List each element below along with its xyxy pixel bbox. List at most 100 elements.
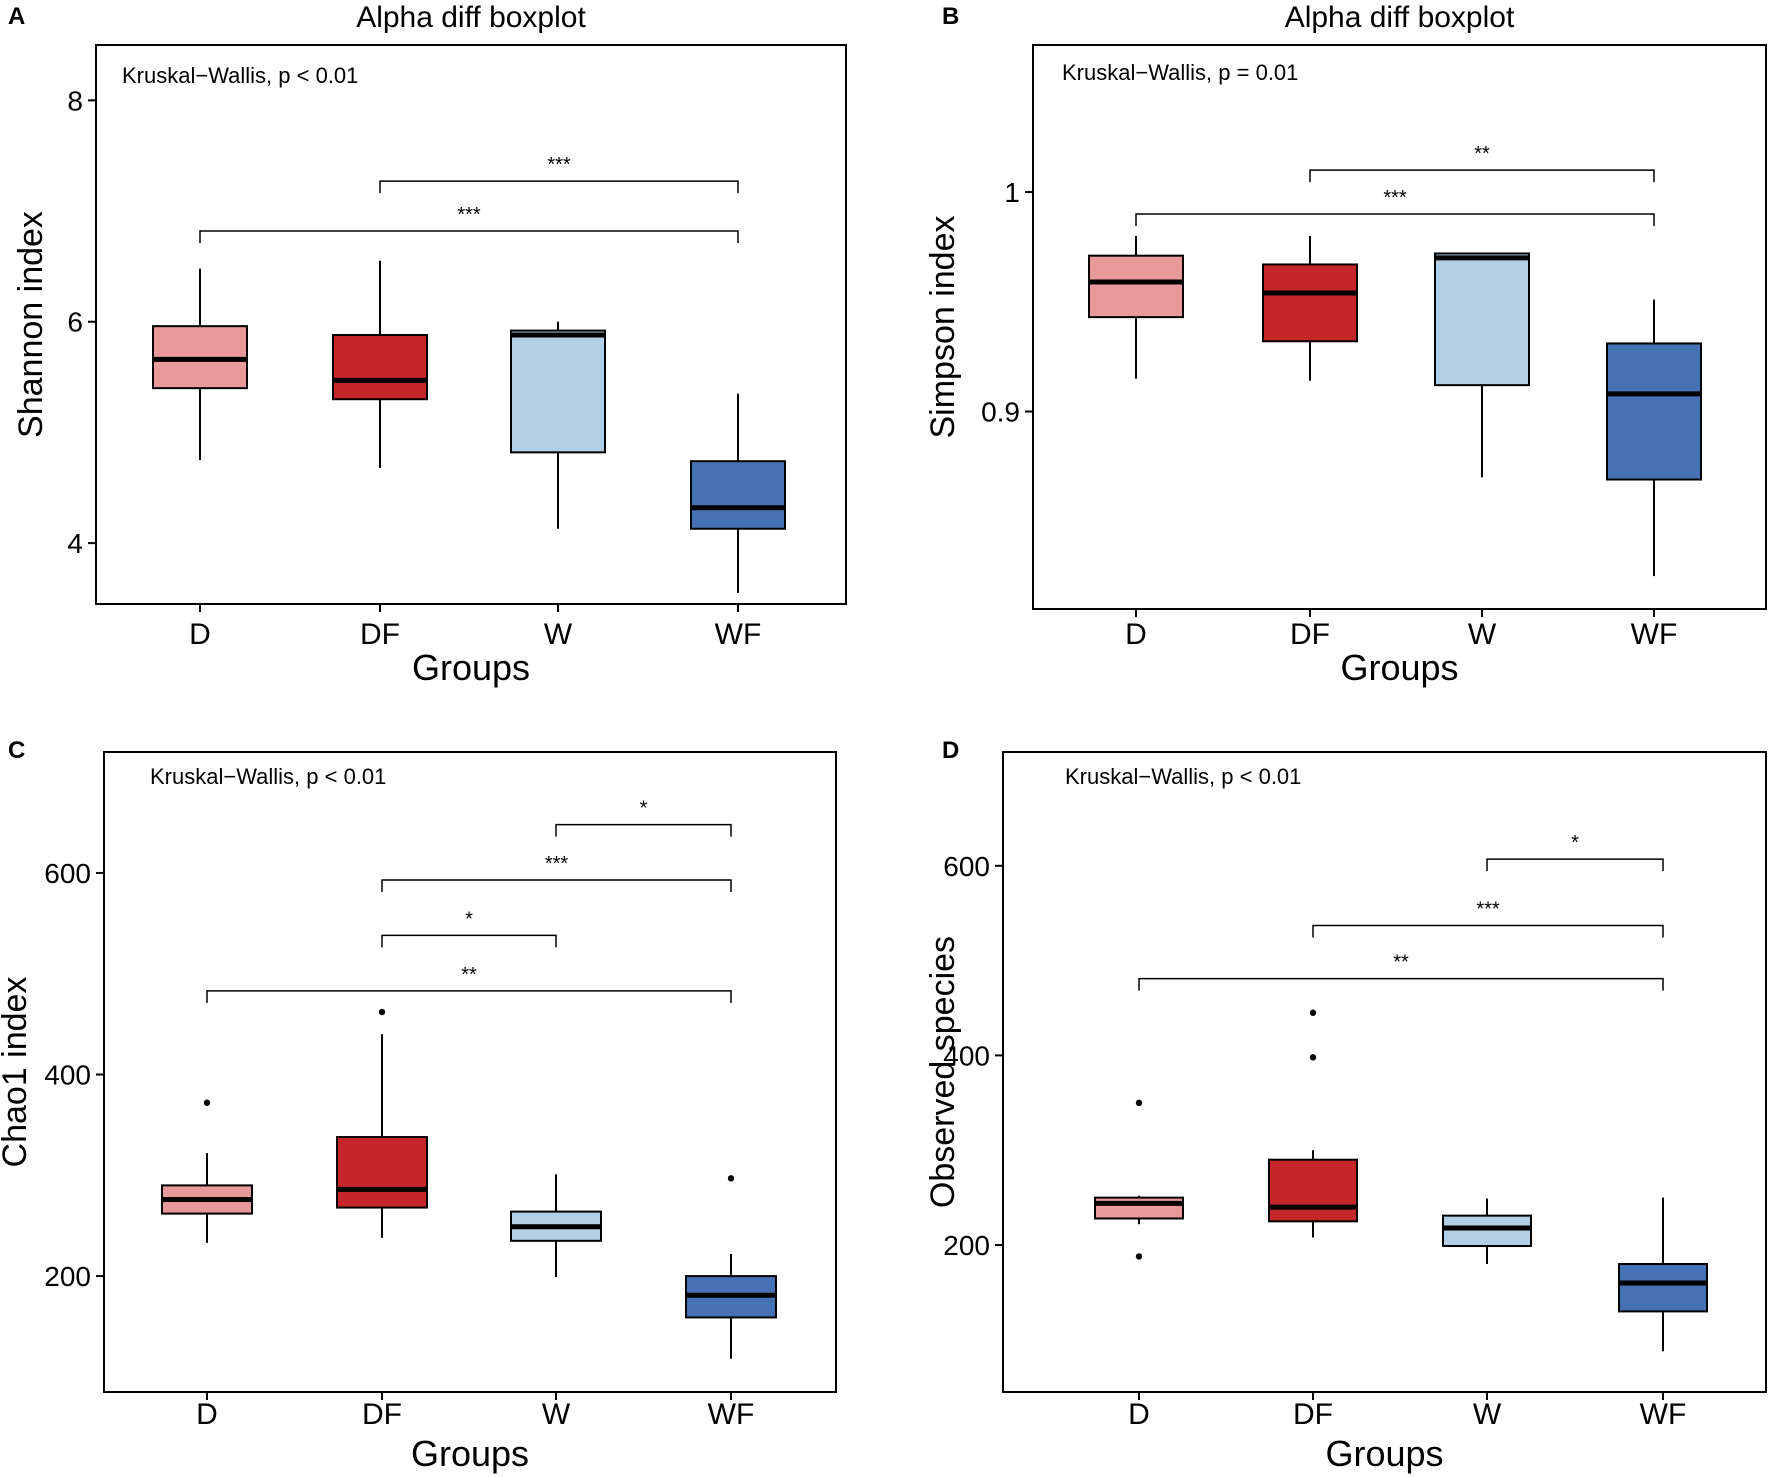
outlier-point: [727, 1175, 735, 1182]
panel-C: C 200 400 600 D DF W WF Groups Chao1 index Kruskal…: [0, 737, 837, 1474]
x-axis-title: Groups: [1340, 647, 1458, 688]
x-tick-label: WF: [708, 1398, 755, 1431]
panel-letter: D: [942, 737, 959, 764]
x-tick-label: D: [1128, 1398, 1150, 1431]
x-tick-label: D: [189, 618, 211, 651]
panel-letter: A: [8, 3, 25, 30]
box-WF: [685, 1175, 777, 1359]
box-D: [161, 1099, 253, 1243]
y-tick-label: 400: [44, 1060, 91, 1091]
x-tick-label: WF: [1640, 1398, 1687, 1431]
y-tick-label: 200: [943, 1230, 990, 1261]
y-tick-label: 200: [44, 1261, 91, 1292]
y-axis-title: Shannon index: [12, 211, 50, 438]
significance-bracket: [1138, 977, 1664, 991]
y-axis-title: Simpson index: [924, 215, 962, 438]
y-tick-label: 400: [943, 1040, 990, 1071]
panel-letter: B: [942, 3, 959, 30]
x-tick-label: DF: [362, 1398, 402, 1431]
iqr-box: [1088, 254, 1184, 319]
significance-bracket: [381, 879, 732, 892]
significance-label: ***: [457, 204, 481, 226]
box-W: [1434, 252, 1530, 478]
y-axis-title: Chao1 index: [0, 977, 34, 1168]
box-D: [152, 268, 248, 461]
significance-label: ***: [1476, 899, 1500, 921]
box-WF: [1606, 299, 1702, 577]
significance-label: ***: [545, 853, 569, 875]
panel-B: B Alpha diff boxplot 0.9 1 D DF W WF Groups Simps…: [924, 1, 1767, 688]
significance-label: ***: [547, 154, 571, 176]
iqr-box: [690, 460, 786, 530]
panel-D: D 200 400 600 D DF W WF Groups Observed species Kr…: [924, 737, 1767, 1474]
kruskal-wallis-label: Kruskal−Wallis, p < 0.01: [122, 63, 358, 88]
x-axis-title: Groups: [412, 647, 530, 688]
y-tick-label: 0.9: [981, 396, 1020, 427]
outlier-point: [378, 1008, 386, 1016]
iqr-box: [1262, 263, 1358, 343]
significance-bracket: [555, 823, 732, 837]
significance-label: *: [1571, 832, 1579, 854]
significance-bracket: [1312, 924, 1664, 938]
x-tick-label: D: [196, 1398, 218, 1431]
significance-bracket: [381, 934, 557, 948]
outlier-point: [1309, 1054, 1317, 1061]
box-DF: [332, 260, 428, 468]
significance-bracket: [206, 990, 732, 1003]
significance-label: **: [461, 964, 477, 986]
box-DF: [336, 1008, 428, 1238]
box-WF: [690, 393, 786, 593]
iqr-box: [332, 334, 428, 401]
box-WF: [1618, 1197, 1708, 1352]
significance-bracket: [1486, 858, 1664, 872]
box-DF: [1268, 1009, 1358, 1238]
plot-frame: [1032, 44, 1767, 610]
chart-title: Alpha diff boxplot: [356, 1, 586, 34]
outlier-point: [1135, 1099, 1143, 1107]
x-tick-label: W: [1473, 1398, 1502, 1431]
x-tick-label: W: [1468, 618, 1497, 651]
iqr-box: [1094, 1196, 1184, 1220]
kruskal-wallis-label: Kruskal−Wallis, p = 0.01: [1062, 60, 1298, 85]
significance-label: **: [1393, 952, 1409, 974]
x-tick-label: WF: [1631, 618, 1678, 651]
iqr-box: [1442, 1214, 1532, 1247]
box-W: [510, 321, 606, 529]
plot-frame: [95, 44, 847, 605]
box-DF: [1262, 235, 1358, 381]
significance-bracket: [1309, 169, 1655, 183]
iqr-box: [1268, 1158, 1358, 1223]
x-axis-title: Groups: [411, 1433, 529, 1474]
y-tick-label: 1: [1004, 177, 1020, 208]
kruskal-wallis-label: Kruskal−Wallis, p < 0.01: [150, 764, 386, 789]
panel-A: A Alpha diff boxplot 4 6 8 D DF W WF Groups Shanno…: [8, 1, 847, 688]
significance-bracket: [1135, 213, 1655, 226]
significance-bracket: [379, 180, 739, 194]
x-tick-label: WF: [715, 618, 762, 651]
y-tick-label: 8: [67, 85, 83, 116]
box-D: [1088, 235, 1184, 379]
y-tick-label: 600: [44, 858, 91, 889]
significance-label: **: [1474, 143, 1490, 165]
x-tick-label: DF: [1290, 618, 1330, 651]
iqr-box: [1618, 1263, 1708, 1313]
x-tick-label: DF: [360, 618, 400, 651]
x-tick-label: W: [544, 618, 573, 651]
outlier-point: [1309, 1009, 1317, 1016]
significance-label: *: [465, 908, 473, 930]
y-tick-label: 4: [67, 528, 83, 559]
x-axis-title: Groups: [1325, 1433, 1443, 1474]
x-tick-label: D: [1125, 618, 1147, 651]
chart-title: Alpha diff boxplot: [1285, 1, 1515, 34]
box-D: [1094, 1099, 1184, 1260]
y-tick-label: 6: [67, 307, 83, 338]
plot-frame: [103, 751, 837, 1393]
box-W: [1442, 1198, 1532, 1264]
outlier-point: [1135, 1253, 1143, 1260]
iqr-box: [510, 329, 606, 454]
significance-label: *: [640, 798, 648, 820]
iqr-box: [1606, 342, 1702, 481]
kruskal-wallis-label: Kruskal−Wallis, p < 0.01: [1065, 764, 1301, 789]
y-axis-title: Observed species: [924, 936, 962, 1208]
